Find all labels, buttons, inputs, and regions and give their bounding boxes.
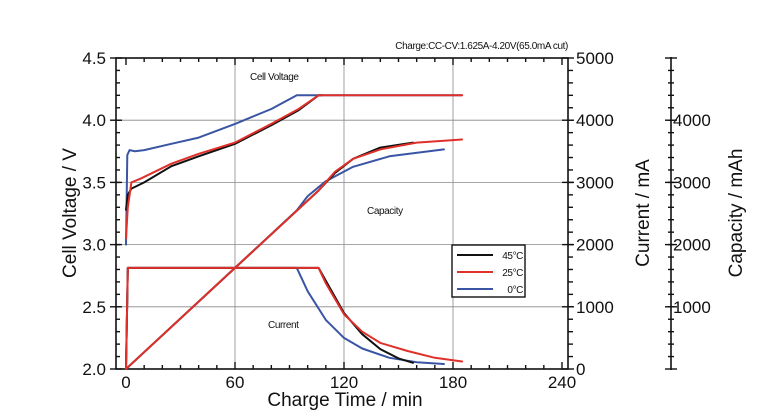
annotation-current: Current [268, 320, 299, 331]
y-right-tick-label: 2000 [576, 236, 614, 255]
annotation-cell-voltage: Cell Voltage [250, 72, 299, 83]
y-right-tick-label: 3000 [576, 173, 614, 192]
voltage-line-25c [125, 94, 464, 240]
y-right-tick-label: 4000 [576, 111, 614, 130]
x-tick-label: 120 [330, 373, 358, 392]
capacity-tick-label: 3000 [673, 173, 711, 192]
legend: 45°C 25°C 0°C [451, 244, 526, 298]
current-line-25c [125, 266, 464, 370]
legend-label-45c: 45°C [502, 251, 523, 262]
series-lines [125, 94, 464, 370]
x-tick-label: 60 [226, 373, 245, 392]
current-line-45c [125, 266, 414, 370]
capacity-line-25c [125, 138, 464, 370]
y-left-tick-label: 3.0 [82, 236, 106, 255]
y-right-tick-label: 5000 [576, 49, 614, 68]
y-axis-title-current: Current / mA [633, 159, 654, 267]
x-tick-label: 180 [439, 373, 467, 392]
y-left-tick-label: 2.0 [82, 360, 106, 379]
capacity-axis-ticks [665, 57, 677, 370]
tick-labels: 0 60 120 180 240 2.0 2.5 3.0 3.5 4.0 4.5 0 1000 2000 3… [82, 49, 710, 392]
y-left-tick-label: 3.5 [82, 173, 106, 192]
capacity-line-45c [125, 141, 414, 370]
plot-frame [115, 57, 569, 370]
capacity-tick-label: 4000 [673, 111, 711, 130]
legend-label-0c: 0°C [507, 285, 523, 296]
capacity-tick-label: 2000 [673, 236, 711, 255]
y-left-tick-label: 4.0 [82, 111, 106, 130]
y-left-tick-label: 4.5 [82, 49, 106, 68]
x-tick-label: 240 [548, 373, 576, 392]
legend-label-25c: 25°C [502, 268, 523, 279]
y-axis-title-capacity: Capacity / mAh [726, 149, 747, 278]
y-axis-title-voltage: Cell Voltage / V [60, 148, 81, 278]
x-axis-title: Charge Time / min [267, 390, 422, 411]
x-tick-label: 0 [121, 373, 130, 392]
current-line-0c [125, 266, 445, 370]
chart-subtitle: Charge:CC-CV:1.625A-4.20V(65.0mA cut) [395, 41, 568, 52]
grid-lines [116, 58, 568, 369]
y-right-tick-label: 0 [576, 360, 585, 379]
capacity-tick-label: 1000 [673, 298, 711, 317]
y-left-tick-label: 2.5 [82, 298, 106, 317]
axis-ticks [110, 57, 574, 370]
annotation-capacity: Capacity [367, 206, 403, 217]
voltage-line-0c [125, 94, 464, 246]
y-right-tick-label: 1000 [576, 298, 614, 317]
